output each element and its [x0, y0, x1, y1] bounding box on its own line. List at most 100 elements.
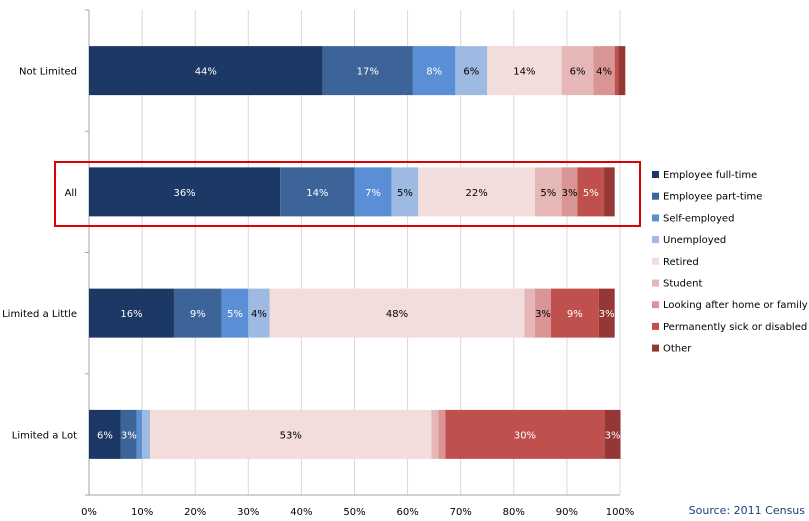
bar-segment-permanently-sick-or-disabled	[614, 46, 619, 96]
data-label: 6%	[463, 67, 479, 78]
legend-label: Self-employed	[663, 213, 734, 224]
bar-segment-retired	[269, 288, 525, 338]
bar-segment-unemployed	[248, 288, 270, 338]
bar-segment-employee-part-time	[173, 288, 222, 338]
bar-segment-retired	[418, 167, 536, 217]
bar-segment-employee-full-time	[89, 46, 323, 96]
legend-label: Student	[663, 279, 702, 290]
bar-segment-looking-after-home-or-family	[593, 46, 615, 96]
data-label: 3%	[599, 309, 615, 320]
data-label: 17%	[357, 67, 379, 78]
legend-swatch	[652, 236, 659, 244]
bar-segment-self-employed	[136, 409, 143, 459]
legend-label: Looking after home or family	[663, 300, 808, 311]
bar-segment-employee-full-time	[89, 288, 174, 338]
legend-swatch	[652, 279, 659, 287]
bar-segment-employee-part-time	[322, 46, 413, 96]
bar-segment-permanently-sick-or-disabled	[445, 409, 605, 459]
data-label: 5%	[540, 188, 556, 199]
bar-segment-looking-after-home-or-family	[535, 288, 551, 338]
legend-label: Other	[663, 344, 692, 355]
bar-segment-self-employed	[412, 46, 456, 96]
legend: Employee full-time Employee part-time Self…	[652, 170, 808, 355]
data-label: 9%	[190, 309, 206, 320]
bar-segment-other	[598, 288, 615, 338]
data-label: 6%	[97, 430, 113, 441]
data-label: 53%	[280, 430, 302, 441]
bar-segment-permanently-sick-or-disabled	[550, 288, 599, 338]
legend-swatch	[652, 257, 659, 265]
x-tick-label: 100%	[606, 507, 635, 518]
bar-segment-retired	[150, 409, 432, 459]
bar-segment-retired	[487, 46, 562, 96]
data-label: 44%	[195, 67, 217, 78]
bar-segment-student	[431, 409, 439, 459]
data-label: 3%	[535, 309, 551, 320]
x-tick-label: 20%	[184, 507, 206, 518]
bar-segment-unemployed	[455, 46, 488, 96]
category-label: All	[65, 188, 77, 199]
category-label: Not Limited	[19, 67, 77, 78]
data-label: 7%	[365, 188, 381, 199]
data-label: 14%	[306, 188, 328, 199]
data-label: 22%	[466, 188, 488, 199]
bar-segment-looking-after-home-or-family	[561, 167, 578, 217]
legend-label: Employee full-time	[663, 170, 757, 181]
x-tick-labels: 0% 10% 20% 30% 40% 50% 60% 70% 80% 90% 100%	[81, 507, 634, 518]
x-tick-label: 70%	[450, 507, 472, 518]
legend-swatch	[652, 214, 659, 222]
data-label: 16%	[120, 309, 142, 320]
legend-swatch	[652, 171, 659, 178]
bar-segment-other	[604, 167, 615, 217]
highlight-box	[54, 161, 641, 227]
data-label: 14%	[513, 67, 535, 78]
x-tick-label: 40%	[290, 507, 312, 518]
x-tick-label: 50%	[343, 507, 365, 518]
x-tick-label: 80%	[503, 507, 525, 518]
bars: 44% 17% 8% 6% 14% 6% 4% 36% 14% 7% 5% 22% 5% 3% 5% 16% 9…	[89, 46, 626, 459]
legend-swatch	[652, 301, 659, 309]
data-label: 5%	[583, 188, 599, 199]
source-note: Source: 2011 Census	[689, 504, 806, 517]
bar-segment-unemployed	[391, 167, 419, 217]
data-label: 6%	[570, 67, 586, 78]
bar-segment-other	[604, 409, 621, 459]
legend-label: Retired	[663, 257, 699, 268]
bar-segment-student	[561, 46, 594, 96]
legend-swatch	[652, 192, 659, 200]
data-label: 30%	[514, 430, 536, 441]
x-tick-label: 90%	[556, 507, 578, 518]
bar-segment-employee-full-time	[89, 167, 281, 217]
legend-swatch	[652, 322, 659, 330]
bar-segment-permanently-sick-or-disabled	[577, 167, 605, 217]
bar-segment-student	[524, 288, 536, 338]
bar-segment-self-employed	[221, 288, 249, 338]
data-label: 5%	[227, 309, 243, 320]
data-label: 9%	[567, 309, 583, 320]
bar-segment-employee-full-time	[89, 409, 121, 459]
bar-segment-self-employed	[354, 167, 392, 217]
data-label: 5%	[397, 188, 413, 199]
x-tick-label: 10%	[131, 507, 153, 518]
bar-segment-other	[618, 46, 626, 96]
bar-segment-looking-after-home-or-family	[438, 409, 446, 459]
category-label: Limited a Lot	[12, 430, 77, 441]
data-label: 4%	[251, 309, 267, 320]
data-label: 4%	[596, 67, 612, 78]
category-labels: Not Limited All Limited a Little Limited a …	[2, 67, 77, 442]
legend-swatch	[652, 344, 659, 352]
bar-segment-student	[535, 167, 562, 217]
legend-label: Unemployed	[663, 235, 726, 246]
x-tick-label: 60%	[396, 507, 418, 518]
bar-segment-employee-part-time	[280, 167, 355, 217]
data-label: 3%	[605, 430, 621, 441]
data-label: 8%	[426, 67, 442, 78]
x-tick-label: 30%	[237, 507, 259, 518]
data-label: 48%	[386, 309, 408, 320]
data-label: 36%	[173, 188, 195, 199]
x-tick-label: 0%	[81, 507, 97, 518]
data-label: 3%	[562, 188, 578, 199]
category-label: Limited a Little	[2, 309, 77, 320]
bar-segment-employee-part-time	[120, 409, 137, 459]
